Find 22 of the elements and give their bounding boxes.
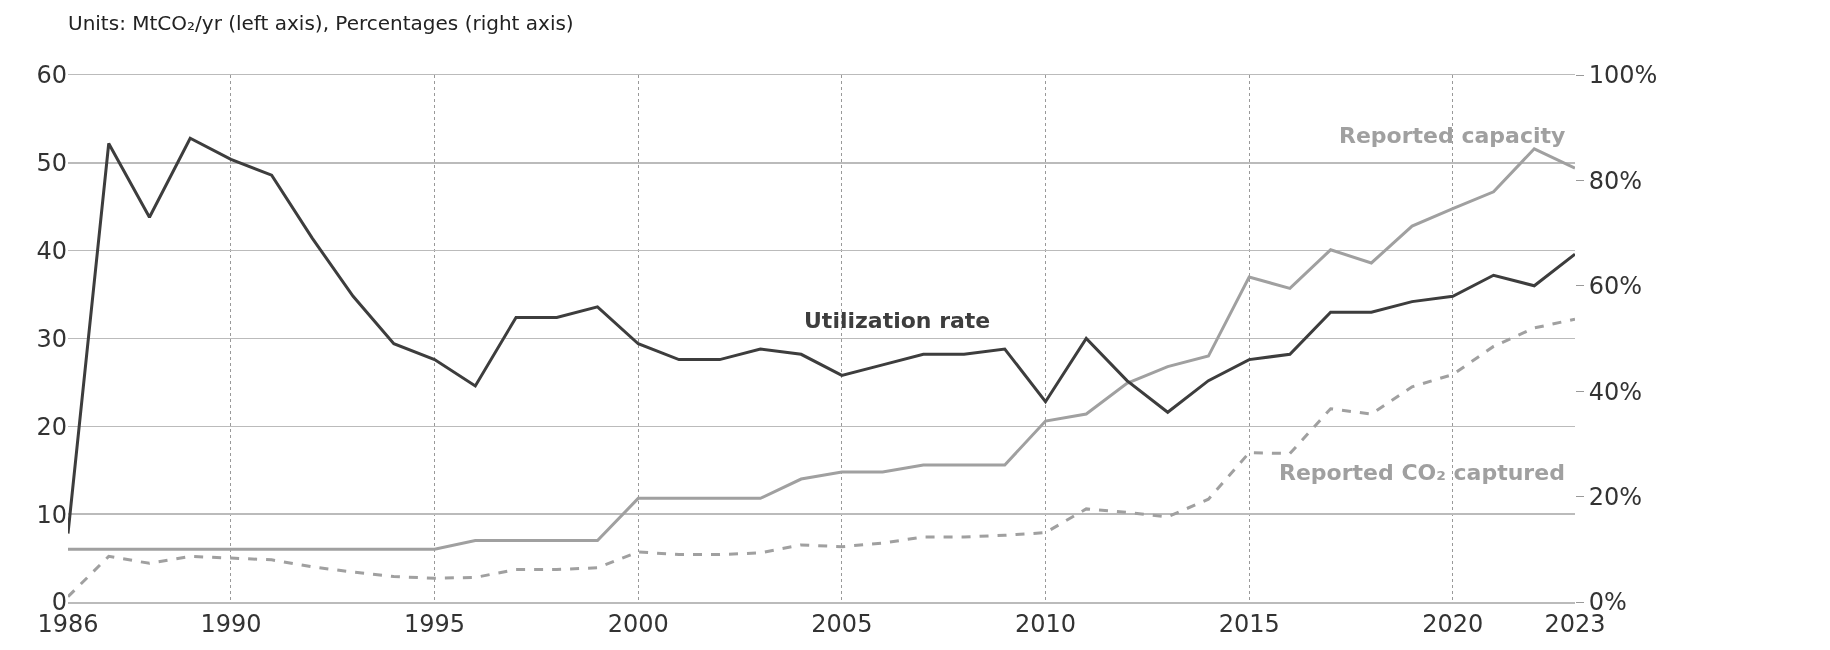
x-tick-label: 2020: [1422, 610, 1484, 639]
x-tick-label: 2010: [1014, 610, 1077, 639]
y2-tick-label: 40%: [1588, 377, 1643, 406]
y-tick-label: 40: [36, 237, 67, 266]
x-tick-label: 1990: [200, 610, 262, 639]
y-tick-label: 10: [36, 500, 67, 529]
x-tick-label: 1995: [404, 610, 466, 639]
chart-title: Units: MtCO₂/yr (left axis), Percentages (right axis): [68, 11, 574, 36]
x-tick-label: 2000: [607, 610, 669, 639]
y2-tick-label: 80%: [1588, 166, 1643, 195]
series-label: Utilization rate: [804, 308, 991, 333]
x-tick-label: 2005: [811, 610, 873, 639]
series-label: Reported CO₂ captured: [1279, 460, 1565, 485]
series-label: Reported capacity: [1339, 123, 1566, 148]
y2-tick-label: 100%: [1588, 61, 1658, 90]
x-tick-label: 2015: [1218, 610, 1280, 639]
y-tick-label: 50: [36, 149, 67, 178]
y2-tick-label: 60%: [1588, 272, 1643, 301]
y2-tick-label: 20%: [1588, 483, 1643, 511]
y-tick-label: 20: [36, 412, 67, 441]
y-tick-label: 60: [36, 61, 67, 90]
y-tick-label: 30: [36, 324, 67, 353]
